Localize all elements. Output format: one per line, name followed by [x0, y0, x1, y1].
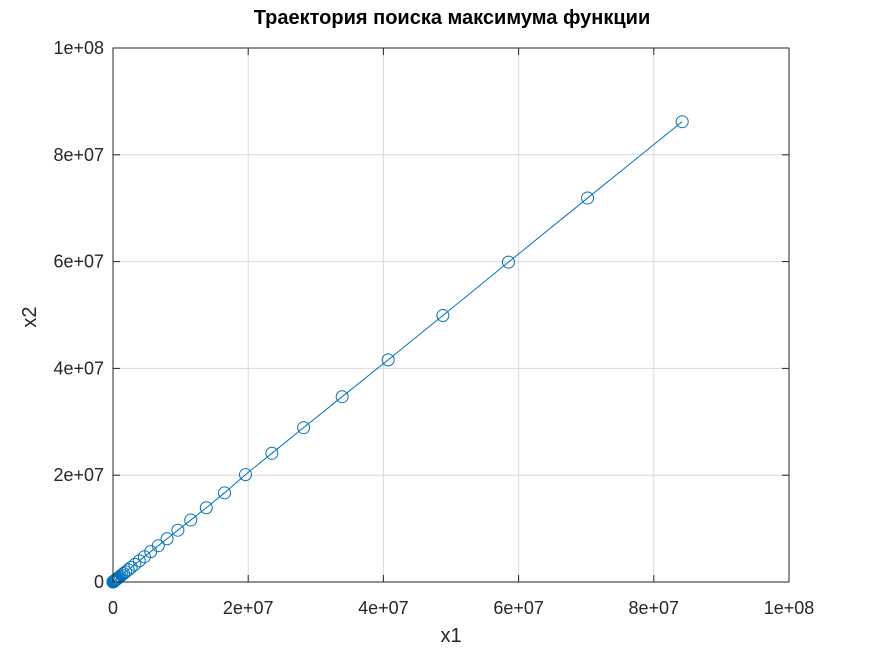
axis-ticks: 0 2e+07 4e+07 6e+07 8e+07 1e+08 0 2e+07 4e+07 6e+…: [53, 38, 814, 618]
data-point-marker: [199, 501, 213, 515]
data-point-marker: [581, 191, 595, 205]
grid-lines: [112, 47, 790, 583]
data-series: [106, 115, 689, 589]
x-tick-label: 2e+07: [223, 598, 274, 618]
x-tick-label: 6e+07: [493, 598, 544, 618]
data-point-marker: [436, 309, 450, 323]
data-point-marker: [675, 115, 689, 129]
x-axis-label: x1: [440, 625, 461, 647]
x-tick-label: 4e+07: [358, 598, 409, 618]
data-point-marker: [128, 557, 142, 571]
data-point-marker: [132, 554, 146, 568]
data-point-marker: [501, 255, 515, 269]
data-point-marker: [160, 532, 174, 546]
data-point-marker: [218, 486, 232, 500]
data-point-marker: [121, 563, 135, 577]
chart-title: Траектория поиска максимума функции: [254, 7, 651, 29]
data-point-marker: [184, 513, 198, 527]
y-tick-label: 2e+07: [53, 465, 104, 485]
axes-box: [112, 47, 790, 583]
series-line: [112, 121, 683, 583]
x-tick-label: 0: [108, 598, 118, 618]
data-point-marker: [381, 353, 395, 367]
y-tick-label: 1e+08: [53, 38, 104, 58]
x-tick-label: 1e+08: [764, 598, 815, 618]
data-point-marker: [171, 523, 185, 537]
y-axis-label: x2: [19, 306, 41, 327]
y-tick-label: 0: [94, 572, 104, 592]
y-tick-label: 8e+07: [53, 145, 104, 165]
data-point-marker: [151, 539, 165, 553]
data-point-marker: [124, 560, 138, 574]
data-point-marker: [335, 390, 349, 404]
x-tick-label: 8e+07: [629, 598, 680, 618]
data-point-marker: [297, 421, 311, 435]
y-tick-label: 6e+07: [53, 252, 104, 272]
y-tick-label: 4e+07: [53, 358, 104, 378]
data-point-marker: [265, 446, 279, 460]
data-point-marker: [238, 468, 252, 482]
